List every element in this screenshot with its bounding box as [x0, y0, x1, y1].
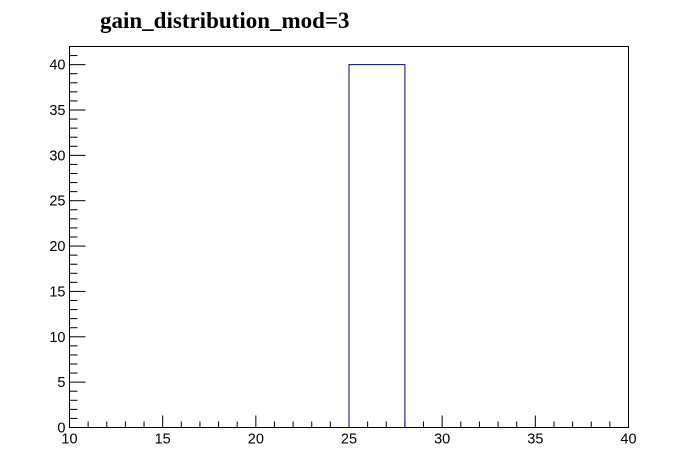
- y-tick-label: 40: [49, 58, 65, 74]
- plot-frame: [69, 46, 629, 428]
- x-tick-label: 20: [248, 432, 264, 448]
- histogram-bar: [348, 64, 406, 428]
- histogram-bars: [348, 64, 406, 428]
- x-tick-label: 35: [527, 432, 543, 448]
- x-tick-label: 15: [155, 432, 171, 448]
- y-tick-label: 25: [49, 194, 65, 210]
- y-tick-label: 20: [49, 239, 65, 255]
- y-tick-label: 35: [49, 103, 65, 119]
- y-tick-label: 5: [57, 375, 65, 391]
- x-tick-label: 25: [341, 432, 357, 448]
- y-tick-label: 30: [49, 148, 65, 164]
- x-tick-label: 10: [61, 432, 77, 448]
- x-tick-label: 30: [434, 432, 450, 448]
- chart-title: gain_distribution_mod=3: [100, 8, 350, 33]
- x-tick-label: 40: [620, 432, 636, 448]
- y-tick-label: 0: [57, 421, 65, 437]
- axis-ticks: [69, 46, 629, 428]
- y-tick-label: 10: [49, 330, 65, 346]
- tick-labels: 10 15 20 25 30 35 40 0 5 10 15 20 25 30 35 40: [49, 58, 636, 448]
- y-tick-label: 15: [49, 284, 65, 300]
